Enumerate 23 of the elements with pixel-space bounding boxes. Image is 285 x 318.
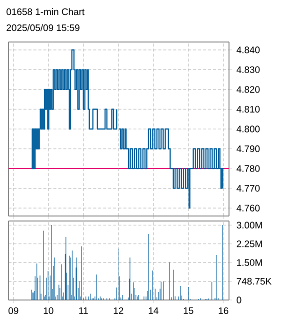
chart-title: 01658 1-min Chart	[6, 8, 84, 16]
y-tick-label: 4.770	[236, 184, 260, 192]
x-tick-label: 12	[114, 307, 124, 314]
y-tick-label: 1.50M	[237, 259, 262, 266]
x-tick-label: 14	[148, 307, 158, 314]
y-tick-label: 4.760	[236, 204, 260, 212]
chart-subtitle: 2025/05/09 15:59	[6, 24, 80, 32]
y-tick-label: 4.840	[236, 46, 260, 54]
y-tick-label: 4.810	[236, 106, 260, 113]
y-tick-label: 4.780	[236, 165, 260, 172]
y-tick-label: 2.25M	[236, 240, 262, 248]
y-tick-label: 0	[236, 296, 242, 304]
x-tick-label: 15	[184, 307, 194, 314]
x-tick-label: 11	[79, 307, 88, 314]
y-tick-label: 748.75K	[236, 278, 272, 285]
y-tick-label: 4.800	[236, 126, 260, 132]
y-tick-label: 4.830	[236, 66, 260, 74]
x-tick-label: 09	[8, 307, 18, 314]
x-tick-label: 16	[218, 307, 228, 314]
y-tick-label: 4.790	[236, 145, 260, 152]
x-tick-label: 10	[44, 307, 54, 314]
y-tick-label: 4.820	[236, 86, 260, 93]
y-tick-label: 3.00M	[236, 222, 262, 228]
